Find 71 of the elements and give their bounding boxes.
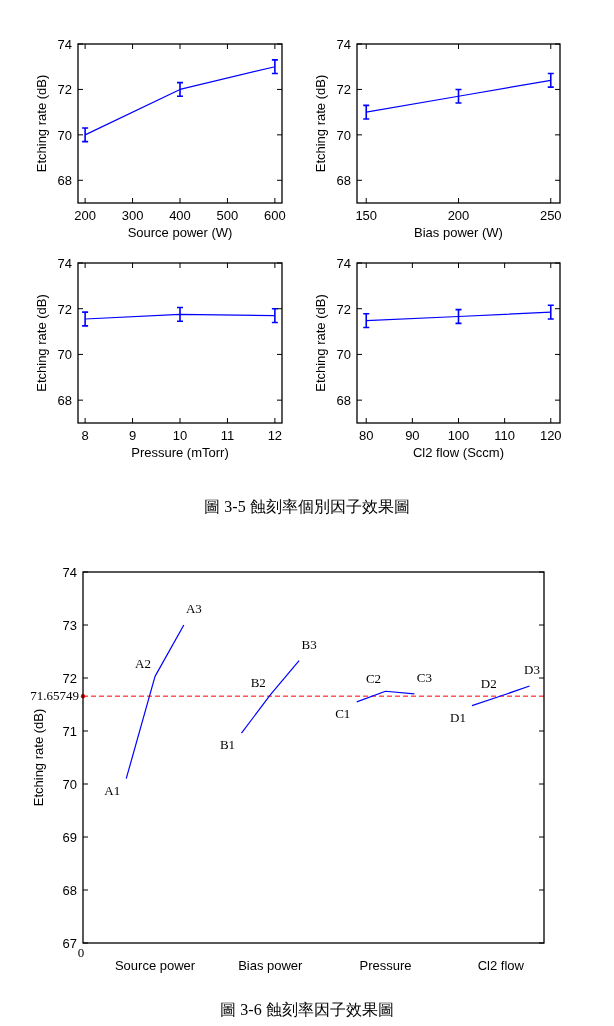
- y-tick-label: 72: [336, 82, 351, 98]
- annotation: D2: [480, 676, 497, 692]
- y-tick-label: 72: [62, 671, 77, 686]
- y-tick-label: 70: [57, 127, 72, 143]
- annotation: B2: [250, 674, 266, 690]
- annotation: D3: [524, 661, 540, 677]
- y-tick-label: 68: [336, 173, 351, 189]
- y-tick-label: 70: [336, 127, 351, 143]
- x-tick-label: 150: [355, 208, 378, 223]
- text: Pressure: [359, 958, 412, 973]
- y-tick-label: 74: [336, 256, 351, 271]
- annotation: A3: [185, 601, 202, 616]
- annotation: A1: [104, 782, 121, 798]
- y-tick-label: 73: [62, 618, 77, 633]
- x-axis-title: Pressure (mTorr): [131, 445, 229, 460]
- x-tick-label: 110: [494, 428, 515, 443]
- y-tick-label: 70: [336, 347, 351, 363]
- y-tick-label: 68: [57, 393, 72, 409]
- y-axis-title: Etching rate (dB): [31, 708, 46, 807]
- y-tick-label: 74: [57, 37, 72, 52]
- y-tick-label: 67: [62, 936, 77, 951]
- y-tick-label: 72: [336, 301, 351, 317]
- x-tick-label: 120: [539, 428, 562, 443]
- ref-line-label: 71.65749: [30, 688, 79, 704]
- x-tick-label: 200: [447, 208, 470, 223]
- y-tick-label: 74: [62, 565, 77, 580]
- y-tick-label: 74: [336, 37, 351, 52]
- x-tick-label: 11: [220, 428, 235, 443]
- x-axis-title: Source power (W): [127, 225, 233, 240]
- y-tick-label: 70: [62, 777, 77, 792]
- x-tick-label: 500: [216, 208, 239, 223]
- annotation: B1: [219, 737, 236, 753]
- text: Bias power: [238, 958, 304, 973]
- x-tick-label: 250: [539, 208, 562, 223]
- annotation: C1: [335, 705, 351, 721]
- y-axis-title: Etching rate (dB): [313, 74, 328, 173]
- x-tick-label: 8: [81, 428, 89, 443]
- x-tick-label: 100: [447, 428, 470, 443]
- y-axis-title: Etching rate (dB): [34, 294, 49, 392]
- y-tick-label: 68: [62, 883, 77, 898]
- y-tick-label: 72: [57, 82, 72, 98]
- y-axis-title: Etching rate (dB): [313, 294, 328, 392]
- y-tick-label: 68: [336, 393, 351, 409]
- caption: 圖 3-5 蝕刻率個別因子效果圖: [204, 498, 410, 515]
- x-tick-label: 200: [74, 208, 96, 223]
- caption: 圖 3-6 蝕刻率因子效果圖: [220, 1001, 394, 1018]
- annotation: A2: [135, 656, 151, 672]
- x-tick-label: 9: [128, 428, 137, 443]
- x-tick-label: 90: [405, 428, 420, 443]
- y-tick-label: 70: [57, 347, 72, 363]
- y-tick-label: 72: [57, 301, 72, 317]
- text: 0: [77, 945, 85, 960]
- source-note: Source power: [114, 958, 196, 973]
- x-tick-label: 80: [358, 428, 374, 443]
- x-tick-label: 400: [169, 208, 191, 223]
- annotation: B3: [301, 636, 317, 652]
- y-tick-label: 69: [62, 830, 77, 845]
- x-axis-title: Cl2 flow (Sccm): [412, 445, 505, 460]
- y-tick-label: 74: [57, 256, 72, 271]
- x-tick-label: 12: [267, 428, 283, 443]
- y-tick-label: 68: [57, 173, 72, 189]
- x-axis-title: Bias power (W): [414, 225, 503, 240]
- x-tick-label: 300: [121, 208, 144, 223]
- y-axis-title: Etching rate (dB): [34, 74, 49, 173]
- annotation: C3: [416, 669, 432, 685]
- annotation: D1: [450, 709, 466, 725]
- x-tick-label: 600: [264, 208, 286, 223]
- y-tick-label: 71: [62, 724, 77, 739]
- text: Cl2 flow: [477, 958, 525, 973]
- x-tick-label: 10: [172, 428, 188, 443]
- annotation: C2: [365, 671, 382, 687]
